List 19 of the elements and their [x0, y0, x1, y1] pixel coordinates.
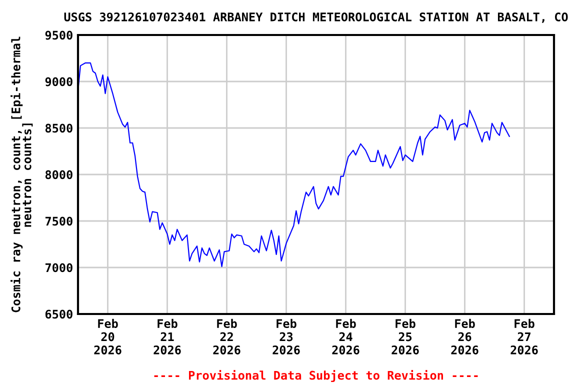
- y-tick-label: 8000: [45, 170, 72, 180]
- y-axis-title: Cosmic ray neutron, count, [Epi-thermal neutron counts]: [10, 36, 33, 312]
- y-tick-label: 7500: [45, 216, 72, 226]
- text: ---- Provisional Data Subject to Revision ----: [154, 370, 478, 382]
- x-tick-label: Feb 23 2026: [272, 318, 300, 354]
- x-tick-label: Feb 25 2026: [392, 318, 419, 354]
- x-tick-label: Feb 21 2026: [154, 318, 181, 354]
- x-tick-label: Feb 22 2026: [213, 318, 240, 354]
- y-tick-label: 6500: [45, 310, 72, 319]
- x-tick-label: Feb 24 2026: [332, 318, 360, 354]
- x-tick-label: Feb 20 2026: [94, 318, 122, 354]
- x-tick-label: Feb 26 2026: [451, 318, 478, 354]
- y-tick-label: 9000: [45, 77, 72, 86]
- x-tick-label: Feb 27 2026: [510, 318, 538, 354]
- line-series: [78, 62, 510, 268]
- y-tick-label: 7000: [45, 263, 72, 272]
- y-tick-label: 8500: [45, 124, 72, 133]
- y-tick-label: 9500: [45, 30, 72, 40]
- chart-title: USGS 392126107023401 ARBANEY DITCH METEOROLOGICAL STATION AT BASALT, CO: [64, 12, 568, 23]
